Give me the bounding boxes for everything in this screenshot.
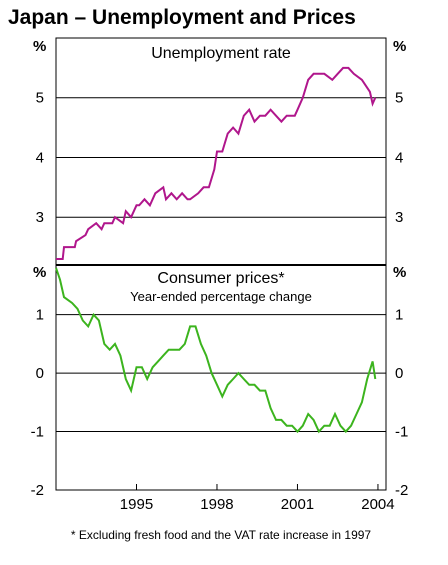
unemployment-ytick-left: 5 [36,90,44,107]
consumer-prices-ytick-left: 0 [36,365,44,382]
consumer-prices-unit-left: % [33,264,46,281]
unemployment-panel: Unemployment rate % % 3 3 4 4 5 5 [33,37,406,266]
consumer-prices-subtitle: Year-ended percentage change [130,289,312,304]
consumer-prices-ytick-right: 1 [395,307,403,324]
consumer-prices-ytick-right: -1 [395,424,408,441]
consumer-prices-ytick-right: 0 [395,365,403,382]
x-axis-tick-label: 1998 [200,496,233,513]
unemployment-gridlines [56,97,386,218]
unemployment-ytick-right: 4 [395,149,403,166]
consumer-prices-ytick-left: 1 [36,307,44,324]
consumer-prices-unit-right: % [393,264,406,281]
unemployment-series-line [56,66,377,260]
unemployment-unit-left: % [33,38,46,55]
unemployment-unit-right: % [393,38,406,55]
x-axis-tick-label: 2004 [361,496,394,513]
x-axis-tick-label: 2001 [281,496,314,513]
footnote: * Excluding fresh food and the VAT rate … [71,528,372,542]
unemployment-tick-labels: 3 3 4 4 5 5 [36,90,404,226]
chart-title: Japan – Unemployment and Prices [8,6,356,29]
x-axis-tick-label: 1995 [120,496,153,513]
unemployment-ytick-right: 3 [395,209,403,226]
consumer-prices-ytick-left: -1 [31,424,44,441]
consumer-prices-panel: Consumer prices* Year-ended percentage c… [31,264,409,513]
unemployment-ytick-right: 5 [395,90,403,107]
consumer-prices-panel-title: Consumer prices* [157,270,284,287]
unemployment-ytick-left: 4 [36,149,44,166]
consumer-prices-tick-labels: -2 -2 -1 -1 0 0 1 1 [31,307,409,499]
x-axis-ticks: 1995 1998 2001 2004 [120,484,395,513]
consumer-prices-series-line [55,267,377,434]
consumer-prices-ytick-right: -2 [395,482,408,499]
consumer-prices-gridlines [56,314,386,433]
unemployment-panel-title: Unemployment rate [151,45,291,62]
consumer-prices-ytick-left: -2 [31,482,44,499]
unemployment-ytick-left: 3 [36,209,44,226]
